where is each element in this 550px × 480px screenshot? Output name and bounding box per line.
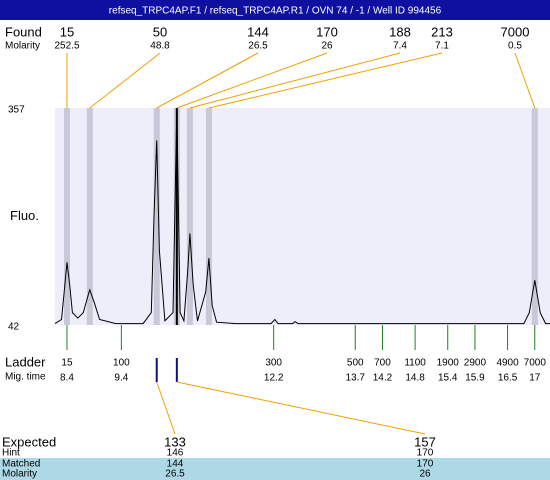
found-molarity: 26 <box>321 41 333 52</box>
peak-band <box>186 108 193 325</box>
y-tick-label: 42 <box>8 322 20 333</box>
peak-band <box>86 108 93 325</box>
matched-band <box>0 458 550 480</box>
found-label: Found <box>5 24 42 39</box>
expected-row-label: Expected <box>2 434 56 449</box>
found-link <box>514 52 536 109</box>
found-size: 144 <box>247 24 269 39</box>
found-molarity: 48.8 <box>150 41 170 52</box>
ladder-size: 15 <box>61 358 73 369</box>
ladder-time: 12.2 <box>264 373 284 384</box>
ladder-time: 15.4 <box>438 373 458 384</box>
peak-band <box>63 108 70 325</box>
expected-hint: 146 <box>167 448 184 459</box>
expected-expected: 133 <box>164 434 186 449</box>
found-molarity: 0.5 <box>508 41 522 52</box>
ladder-size: 4900 <box>496 358 519 369</box>
found-size: 213 <box>431 24 453 39</box>
peak-band <box>531 108 538 325</box>
trace <box>54 107 550 325</box>
ladder-time: 14.8 <box>405 373 425 384</box>
expected-matched: 170 <box>417 459 434 470</box>
found-link <box>176 52 328 109</box>
ladder-time: 16.5 <box>498 373 518 384</box>
ladder-label: Ladder <box>5 354 46 369</box>
ladder-size: 1100 <box>404 358 426 369</box>
expected-link <box>176 381 426 435</box>
ladder-size: 300 <box>265 358 282 369</box>
ladder-size: 7000 <box>524 358 547 369</box>
expected-matched: 144 <box>167 459 184 470</box>
found-link <box>189 52 401 109</box>
y-tick-label: 357 <box>8 105 25 116</box>
title: refseq_TRPC4AP.F1 / refseq_TRPC4AP.R1 / … <box>109 6 442 17</box>
ladder-time: 14.2 <box>373 373 393 384</box>
found-size: 7000 <box>501 24 530 39</box>
found-molarity: 7.1 <box>435 41 449 52</box>
ladder-size: 2900 <box>464 358 487 369</box>
found-link <box>89 52 161 109</box>
ladder-size: 500 <box>347 358 364 369</box>
ladder-time: 8.4 <box>60 373 74 384</box>
y-axis-label: Fluo. <box>10 208 39 223</box>
found-link <box>156 52 259 109</box>
ladder-time: 17 <box>529 373 541 384</box>
peak-band <box>205 108 212 325</box>
found-size: 15 <box>60 24 74 39</box>
found-link <box>208 52 443 109</box>
expected-hint: 170 <box>417 448 434 459</box>
found-size: 50 <box>153 24 167 39</box>
expected-molarity: 26.5 <box>165 469 185 480</box>
ladder-time: 9.4 <box>114 373 128 384</box>
expected-row-label: Hint <box>2 448 20 459</box>
plot-area <box>55 108 550 325</box>
expected-row-label: Molarity <box>2 469 37 480</box>
ladder-time: 15.9 <box>465 373 485 384</box>
found-molarity: 26.5 <box>248 41 268 52</box>
expected-expected: 157 <box>414 434 436 449</box>
ladder-size: 100 <box>113 358 130 369</box>
peak-band <box>153 108 160 325</box>
found-molarity: 7.4 <box>393 41 407 52</box>
expected-molarity: 26 <box>419 469 431 480</box>
ladder-size: 1900 <box>437 358 460 369</box>
ladder-size: 700 <box>374 358 391 369</box>
expected-link <box>156 381 176 435</box>
found-molarity: 252.5 <box>54 41 79 52</box>
title-bar <box>0 0 550 20</box>
ladder-time: 13.7 <box>346 373 366 384</box>
expected-row-label: Matched <box>2 459 40 470</box>
found-size: 188 <box>389 24 411 39</box>
found-size: 170 <box>316 24 338 39</box>
ladder-sublabel: Mig. time <box>5 372 46 383</box>
found-sublabel: Molarity <box>5 41 40 52</box>
